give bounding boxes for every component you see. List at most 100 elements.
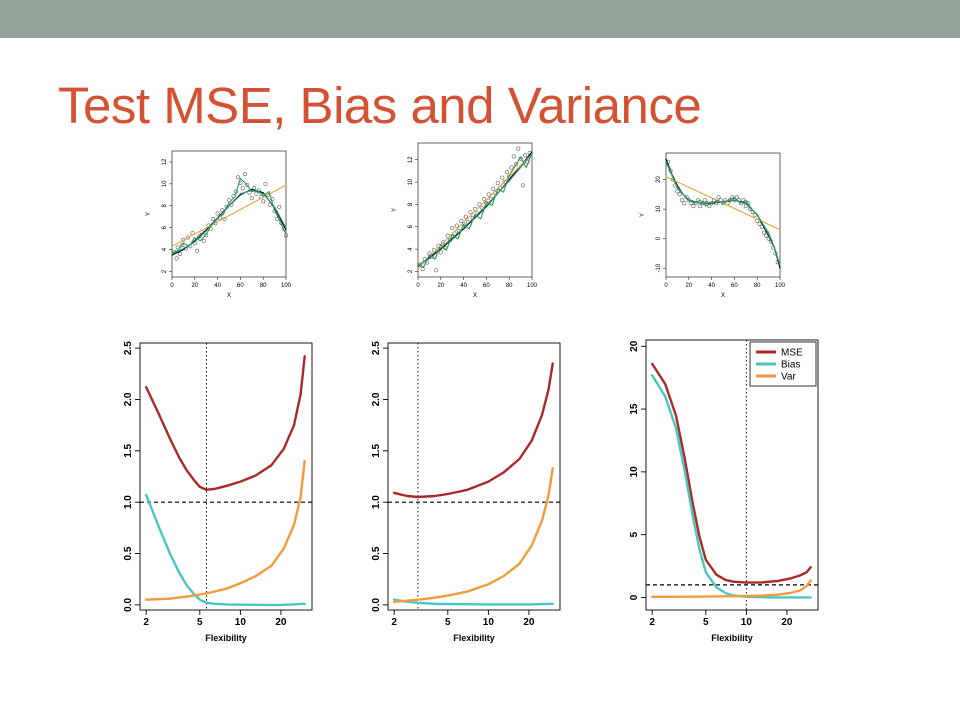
x-tick-label: 20 bbox=[685, 283, 692, 289]
series-var-line bbox=[393, 467, 554, 603]
data-point bbox=[177, 251, 183, 257]
series-bias-line bbox=[145, 493, 306, 607]
data-point bbox=[450, 225, 455, 230]
x-tick-label: 60 bbox=[483, 283, 490, 289]
data-point bbox=[677, 192, 682, 197]
plot-frame bbox=[387, 342, 561, 611]
legend-label-bias: Bias bbox=[781, 360, 800, 371]
series-line bbox=[665, 158, 781, 269]
data-point bbox=[757, 221, 762, 226]
data-point bbox=[491, 186, 496, 191]
data-point bbox=[698, 204, 703, 209]
plot-frame bbox=[139, 342, 313, 611]
data-point bbox=[684, 195, 689, 200]
x-axis-label: X bbox=[721, 293, 725, 299]
y-tick-label: 5 bbox=[629, 531, 640, 537]
y-tick-label: 4 bbox=[162, 247, 168, 251]
data-point bbox=[716, 195, 721, 200]
x-tick-label: 2 bbox=[391, 617, 397, 628]
series-line bbox=[171, 184, 287, 247]
y-tick-label: 10 bbox=[629, 466, 640, 478]
data-point bbox=[691, 204, 696, 209]
x-axis-label: Flexibility bbox=[205, 633, 247, 643]
series-var-line bbox=[145, 459, 306, 601]
y-tick-label: 2 bbox=[162, 269, 168, 273]
x-tick-label: 10 bbox=[483, 617, 495, 628]
plot-frame bbox=[171, 150, 287, 278]
data-point bbox=[236, 175, 241, 180]
series-line bbox=[171, 177, 287, 254]
top-banner bbox=[0, 0, 960, 38]
data-point bbox=[523, 153, 528, 158]
scatter-chart-middle: 0 20 40 60 80 100 2 4 6 8 10 12 X Y bbox=[392, 142, 538, 299]
x-tick-label: 10 bbox=[741, 617, 753, 628]
y-tick-label: 6 bbox=[408, 224, 414, 228]
data-point bbox=[516, 146, 521, 151]
x-axis-label: X bbox=[473, 293, 477, 299]
y-tick-label: 20 bbox=[629, 340, 640, 352]
y-tick-label: 8 bbox=[408, 202, 414, 206]
data-point bbox=[220, 208, 225, 213]
data-point bbox=[520, 183, 525, 188]
x-tick-label: 20 bbox=[523, 617, 535, 628]
data-point bbox=[500, 175, 505, 180]
y-axis-label: Y bbox=[146, 212, 152, 216]
x-tick-label: 0 bbox=[664, 283, 668, 289]
data-point bbox=[201, 238, 206, 243]
data-point bbox=[679, 198, 685, 203]
y-tick-label: 1.0 bbox=[123, 495, 134, 509]
data-point bbox=[438, 250, 443, 255]
y-tick-label: 0.5 bbox=[371, 546, 382, 560]
slide-title: Test MSE, Bias and Variance bbox=[58, 77, 702, 134]
x-tick-label: 40 bbox=[460, 283, 467, 289]
x-axis-label: Flexibility bbox=[711, 633, 753, 643]
data-point bbox=[454, 223, 459, 228]
data-point bbox=[486, 192, 491, 197]
series-line bbox=[171, 189, 287, 255]
data-point bbox=[682, 201, 687, 206]
y-tick-label: 20 bbox=[656, 176, 662, 183]
plot-frame bbox=[665, 152, 781, 278]
x-tick-label: 20 bbox=[191, 283, 198, 289]
y-tick-label: 0 bbox=[656, 236, 662, 240]
data-point bbox=[463, 214, 468, 219]
series-line bbox=[665, 161, 781, 266]
x-tick-label: 40 bbox=[708, 283, 715, 289]
x-tick-label: 80 bbox=[506, 283, 513, 289]
data-point bbox=[761, 230, 767, 235]
legend-label-var: Var bbox=[781, 372, 796, 383]
y-axis-label: Y bbox=[392, 208, 398, 212]
y-tick-label: 0.0 bbox=[371, 597, 382, 611]
x-tick-label: 20 bbox=[437, 283, 444, 289]
data-point bbox=[420, 267, 425, 272]
x-axis-label: X bbox=[227, 293, 231, 299]
y-tick-label: 6 bbox=[162, 225, 168, 229]
data-point bbox=[249, 196, 254, 201]
data-point bbox=[511, 154, 516, 159]
x-tick-label: 2 bbox=[143, 617, 149, 628]
x-tick-label: 2 bbox=[649, 617, 655, 628]
data-point bbox=[277, 204, 282, 209]
y-tick-label: 10 bbox=[408, 178, 414, 185]
series-mse-line bbox=[145, 355, 306, 491]
y-tick-label: 4 bbox=[408, 247, 414, 251]
data-point bbox=[185, 235, 191, 240]
data-point bbox=[210, 216, 216, 221]
data-point bbox=[242, 171, 248, 177]
data-point bbox=[459, 219, 464, 224]
x-tick-label: 20 bbox=[275, 617, 287, 628]
series-line bbox=[417, 152, 533, 268]
y-tick-label: 2.0 bbox=[123, 392, 134, 406]
y-tick-label: 2.5 bbox=[123, 341, 134, 355]
data-point bbox=[513, 162, 519, 167]
data-point bbox=[195, 248, 200, 253]
error-chart-left: 2 5 10 20 0.0 0.5 1.0 1.5 2.0 2.5 Flexibility bbox=[123, 341, 313, 643]
x-tick-label: 60 bbox=[237, 283, 244, 289]
x-tick-label: 100 bbox=[775, 283, 786, 289]
x-tick-label: 0 bbox=[416, 283, 420, 289]
y-tick-label: 10 bbox=[656, 205, 662, 212]
data-point bbox=[495, 181, 500, 186]
y-tick-label: 2.5 bbox=[371, 341, 382, 355]
series-line bbox=[417, 151, 533, 268]
x-tick-label: 5 bbox=[197, 617, 203, 628]
